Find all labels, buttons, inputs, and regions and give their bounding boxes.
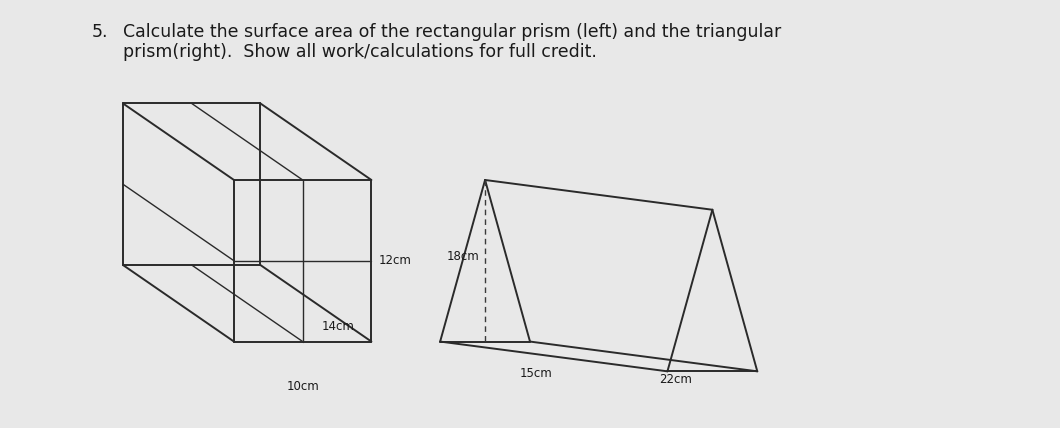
Text: 5.: 5.: [91, 23, 108, 41]
Text: 10cm: 10cm: [286, 380, 319, 393]
Text: 18cm: 18cm: [447, 250, 480, 263]
Text: 22cm: 22cm: [659, 374, 692, 386]
Text: 12cm: 12cm: [378, 254, 411, 267]
Text: 14cm: 14cm: [321, 320, 354, 333]
Text: 15cm: 15cm: [519, 367, 552, 380]
Text: Calculate the surface area of the rectangular prism (left) and the triangular
pr: Calculate the surface area of the rectan…: [123, 23, 781, 62]
